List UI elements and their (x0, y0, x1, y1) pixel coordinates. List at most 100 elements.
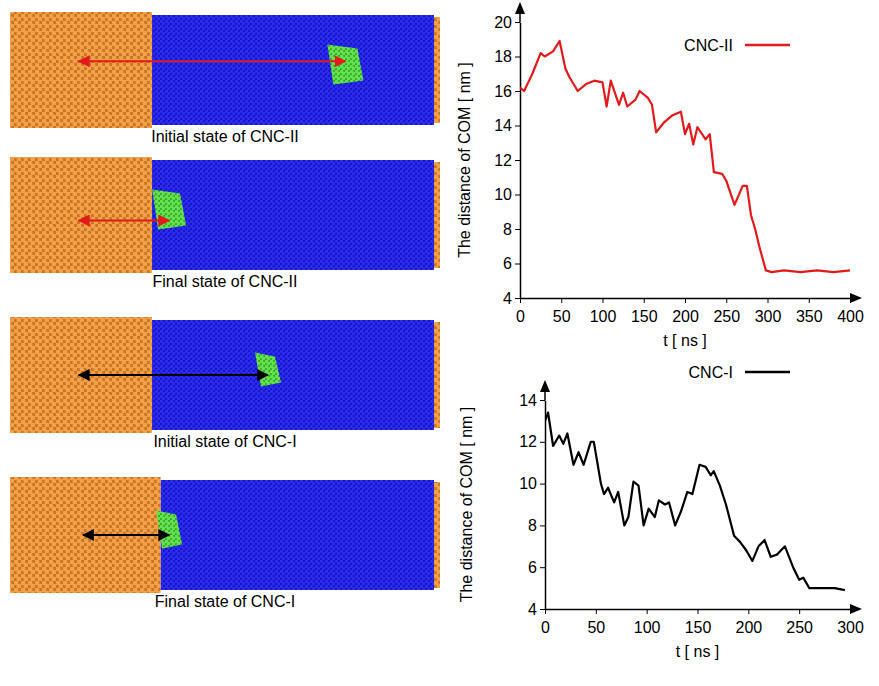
y-tick: 14 (494, 117, 520, 134)
axis-arrow-stem (544, 392, 546, 400)
x-tick-label: 250 (713, 308, 740, 325)
x-tick-label: 100 (634, 619, 661, 636)
chart: 0 50 100 150 200 250 300 4 6 8 10 12 14 t [ ns ] The d… (458, 364, 864, 660)
x-tick: 250 (786, 609, 813, 636)
y-tick: 10 (494, 186, 520, 203)
y-tick-label: 20 (494, 14, 512, 31)
snapshot-caption: Final state of CNC-I (155, 593, 295, 610)
oil-edge (434, 162, 440, 268)
axis-arrow-stem (519, 14, 521, 22)
x-tick-mark (685, 298, 686, 303)
legend-label: CNC-II (684, 37, 733, 54)
y-tick-mark (540, 525, 545, 526)
snapshot (10, 157, 440, 273)
y-tick: 6 (528, 559, 545, 576)
water-region (152, 160, 434, 270)
y-tick-mark (540, 609, 545, 610)
com-arrow (79, 374, 268, 376)
y-tick: 16 (494, 83, 520, 100)
y-tick-mark (515, 160, 520, 161)
y-tick-label: 12 (494, 152, 512, 169)
y-tick-mark (540, 484, 545, 485)
figure-svg: Initial state of CNC-IIFinal state of CN… (0, 0, 879, 686)
x-tick-mark (768, 298, 769, 303)
y-tick-label: 8 (528, 517, 537, 534)
axis-arrow (850, 293, 862, 303)
x-tick-mark (698, 609, 699, 614)
y-tick-mark (515, 91, 520, 92)
x-tick-label: 150 (631, 308, 658, 325)
x-tick-label: 300 (837, 619, 864, 636)
snapshot-caption: Initial state of CNC-I (153, 433, 296, 450)
com-arrow (79, 220, 169, 222)
x-tick: 50 (553, 298, 571, 325)
x-tick: 200 (672, 298, 699, 325)
y-tick-mark (540, 567, 545, 568)
x-tick-mark (748, 609, 749, 614)
x-axis: 050100150200250300350400 (516, 298, 864, 325)
oil-region (10, 157, 152, 273)
figure: Initial state of CNC-IIFinal state of CN… (0, 0, 879, 686)
y-tick-label: 18 (494, 48, 512, 65)
nanocrystal (255, 353, 281, 387)
nanocrystal (156, 511, 182, 549)
y-tick: 18 (494, 48, 520, 65)
y-tick-label: 4 (528, 601, 537, 618)
y-axis-line (545, 401, 547, 610)
x-tick-label: 200 (672, 308, 699, 325)
x-tick-mark (596, 609, 597, 614)
y-axis-title: The distance of COM [ nm ] (458, 407, 475, 603)
x-tick-label: 200 (735, 619, 762, 636)
water-region (152, 15, 434, 125)
oil-edge (434, 322, 440, 428)
x-axis-title: t [ ns ] (676, 643, 720, 660)
x-tick: 0 (516, 298, 525, 325)
x-tick-mark (520, 298, 521, 303)
x-tick: 0 (541, 609, 550, 636)
legend-label: CNC-I (689, 364, 733, 381)
y-tick: 8 (503, 221, 520, 238)
x-tick: 250 (713, 298, 740, 325)
x-axis: 0 50 100 150 200 250 300 (541, 609, 864, 636)
y-tick-label: 10 (494, 186, 512, 203)
y-tick-label: 16 (494, 83, 512, 100)
x-tick-label: 50 (587, 619, 605, 636)
y-tick-label: 6 (503, 255, 512, 272)
x-tick-mark (644, 298, 645, 303)
axis-arrow (540, 380, 550, 392)
x-tick-mark (809, 298, 810, 303)
y-tick: 10 (519, 475, 545, 492)
legend: CNC-I (689, 364, 790, 381)
x-tick: 150 (685, 609, 712, 636)
x-axis-title: t [ ns ] (663, 332, 707, 349)
y-tick: 8 (528, 517, 545, 534)
y-axis: 4 6 8 10 12 14 (519, 392, 545, 618)
y-tick-label: 14 (519, 392, 537, 409)
x-tick: 100 (590, 298, 617, 325)
y-tick-mark (515, 126, 520, 127)
x-tick-label: 350 (796, 308, 823, 325)
com-arrow (83, 534, 169, 536)
y-tick-mark (515, 195, 520, 196)
snapshot (10, 12, 440, 128)
y-tick: 6 (503, 255, 520, 272)
water-region (161, 480, 435, 590)
x-tick-mark (647, 609, 648, 614)
y-tick-mark (515, 229, 520, 230)
y-tick-mark (515, 57, 520, 58)
y-tick-label: 12 (519, 433, 537, 450)
y-tick: 4 (503, 290, 520, 307)
y-tick: 4 (528, 601, 545, 618)
nanocrystal (152, 190, 186, 230)
y-axis: 4 6 8 10 12 14 16 18 20 (494, 14, 520, 307)
y-tick-label: 10 (519, 475, 537, 492)
legend: CNC-II (684, 37, 790, 54)
x-tick-label: 100 (590, 308, 617, 325)
axis-arrow (850, 604, 862, 614)
y-tick-mark (515, 298, 520, 299)
oil-edge (434, 17, 440, 123)
x-tick-label: 250 (786, 619, 813, 636)
y-tick-mark (515, 264, 520, 265)
plot-area (545, 413, 845, 591)
axis-arrow (515, 2, 525, 14)
